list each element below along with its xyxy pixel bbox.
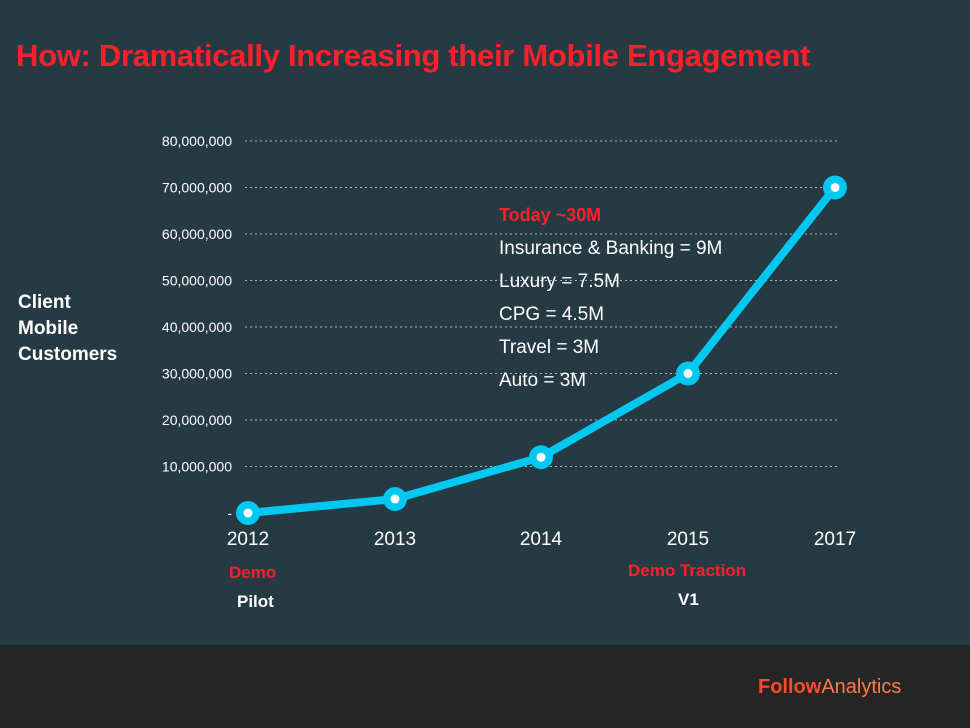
annotation-line: Auto = 3M [499,370,587,391]
brand-logo: FollowAnalytics [758,676,901,699]
x-axis-ticks: 2012 2013 2014 2015 2017 [227,529,856,550]
annotation-line: Travel = 3M [499,337,600,358]
y-axis-label: Client Mobile Customers [18,290,117,368]
data-point-center [830,183,840,192]
y-tick-label: 30,000,000 [162,366,232,382]
y-tick-label: 40,000,000 [162,319,232,335]
y-axis-ticks: - 10,000,000 20,000,000 30,000,000 40,000,00… [162,133,232,521]
y-axis-label-line-1: Client [18,292,71,313]
y-tick-label: 60,000,000 [162,226,232,242]
series-customers [236,175,847,525]
y-tick-label: 80,000,000 [162,133,232,149]
annotation-line: Luxury = 7.5M [499,271,620,292]
y-axis-label-line-2: Mobile [18,318,79,339]
x-tick-label: 2015 [667,529,709,550]
annotation-heading: Today ~30M [499,205,602,225]
annotation-box: Today ~30M Insurance & Banking = 9M Luxu… [499,205,722,397]
y-tick-label: 10,000,000 [162,459,232,475]
y-tick-label: 70,000,000 [162,180,232,196]
annotation-line: CPG = 4.5M [499,304,605,325]
footer-bar [0,645,970,728]
stage-label-demo: Demo [229,563,277,582]
stage-label-pilot: Pilot [237,592,274,611]
slide-title: How: Dramatically Increasing their Mobil… [16,38,811,73]
stage-label-demo-traction: Demo Traction [628,561,747,580]
brand-logo-part1: Follow [758,676,822,698]
annotation-line: Insurance & Banking = 9M [499,238,723,259]
y-tick-label: 50,000,000 [162,273,232,289]
stage-label-v1: V1 [678,590,699,609]
x-tick-label: 2017 [814,529,856,550]
data-point-center [683,369,693,378]
y-tick-label: 20,000,000 [162,412,232,428]
data-point-center [243,508,253,518]
data-point-center [536,452,546,462]
x-tick-label: 2014 [520,529,563,550]
line-chart: - 10,000,000 20,000,000 30,000,000 40,000,00… [162,133,856,550]
data-point-center [390,494,400,504]
y-tick-label: - [227,505,232,521]
x-tick-label: 2012 [227,529,269,550]
slide [0,0,970,645]
x-tick-label: 2013 [374,529,416,550]
y-axis-label-line-3: Customers [18,344,118,365]
brand-logo-part2: Analytics [821,676,902,698]
